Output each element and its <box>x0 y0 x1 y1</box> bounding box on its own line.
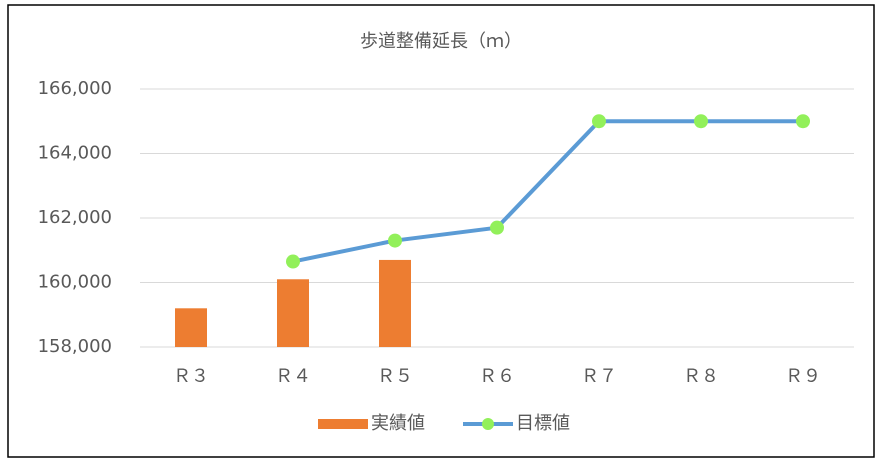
x-tick-label: Ｒ７ <box>581 366 617 387</box>
bar <box>379 259 411 347</box>
line-marker <box>286 254 300 269</box>
line-marker <box>592 114 606 129</box>
line <box>292 119 803 264</box>
y-tick-label: 164,000 <box>38 143 112 164</box>
line-marker <box>694 114 708 129</box>
y-tick-label: 166,000 <box>38 78 112 99</box>
legend-swatch <box>318 419 368 429</box>
x-tick-label: Ｒ３ <box>173 366 209 387</box>
line-marker <box>490 220 504 235</box>
bar <box>175 308 207 347</box>
chart-title: 歩道整備延長（ｍ） <box>360 31 522 52</box>
y-tick-label: 160,000 <box>38 272 112 293</box>
y-tick-label: 162,000 <box>38 207 112 228</box>
x-tick-label: Ｒ６ <box>479 366 515 387</box>
legend-label: 目標値 <box>516 413 570 434</box>
legend-label: 実績値 <box>371 413 425 434</box>
line-marker <box>796 114 810 129</box>
x-tick-label: Ｒ９ <box>785 366 821 387</box>
x-tick-label: Ｒ５ <box>377 366 413 387</box>
x-tick-label: Ｒ４ <box>275 366 311 387</box>
line-marker <box>388 233 402 248</box>
y-tick-label: 158,000 <box>38 336 112 357</box>
legend-marker <box>482 418 494 430</box>
x-tick-label: Ｒ８ <box>683 366 719 387</box>
bar <box>277 279 309 347</box>
chart-frame <box>7 4 875 458</box>
